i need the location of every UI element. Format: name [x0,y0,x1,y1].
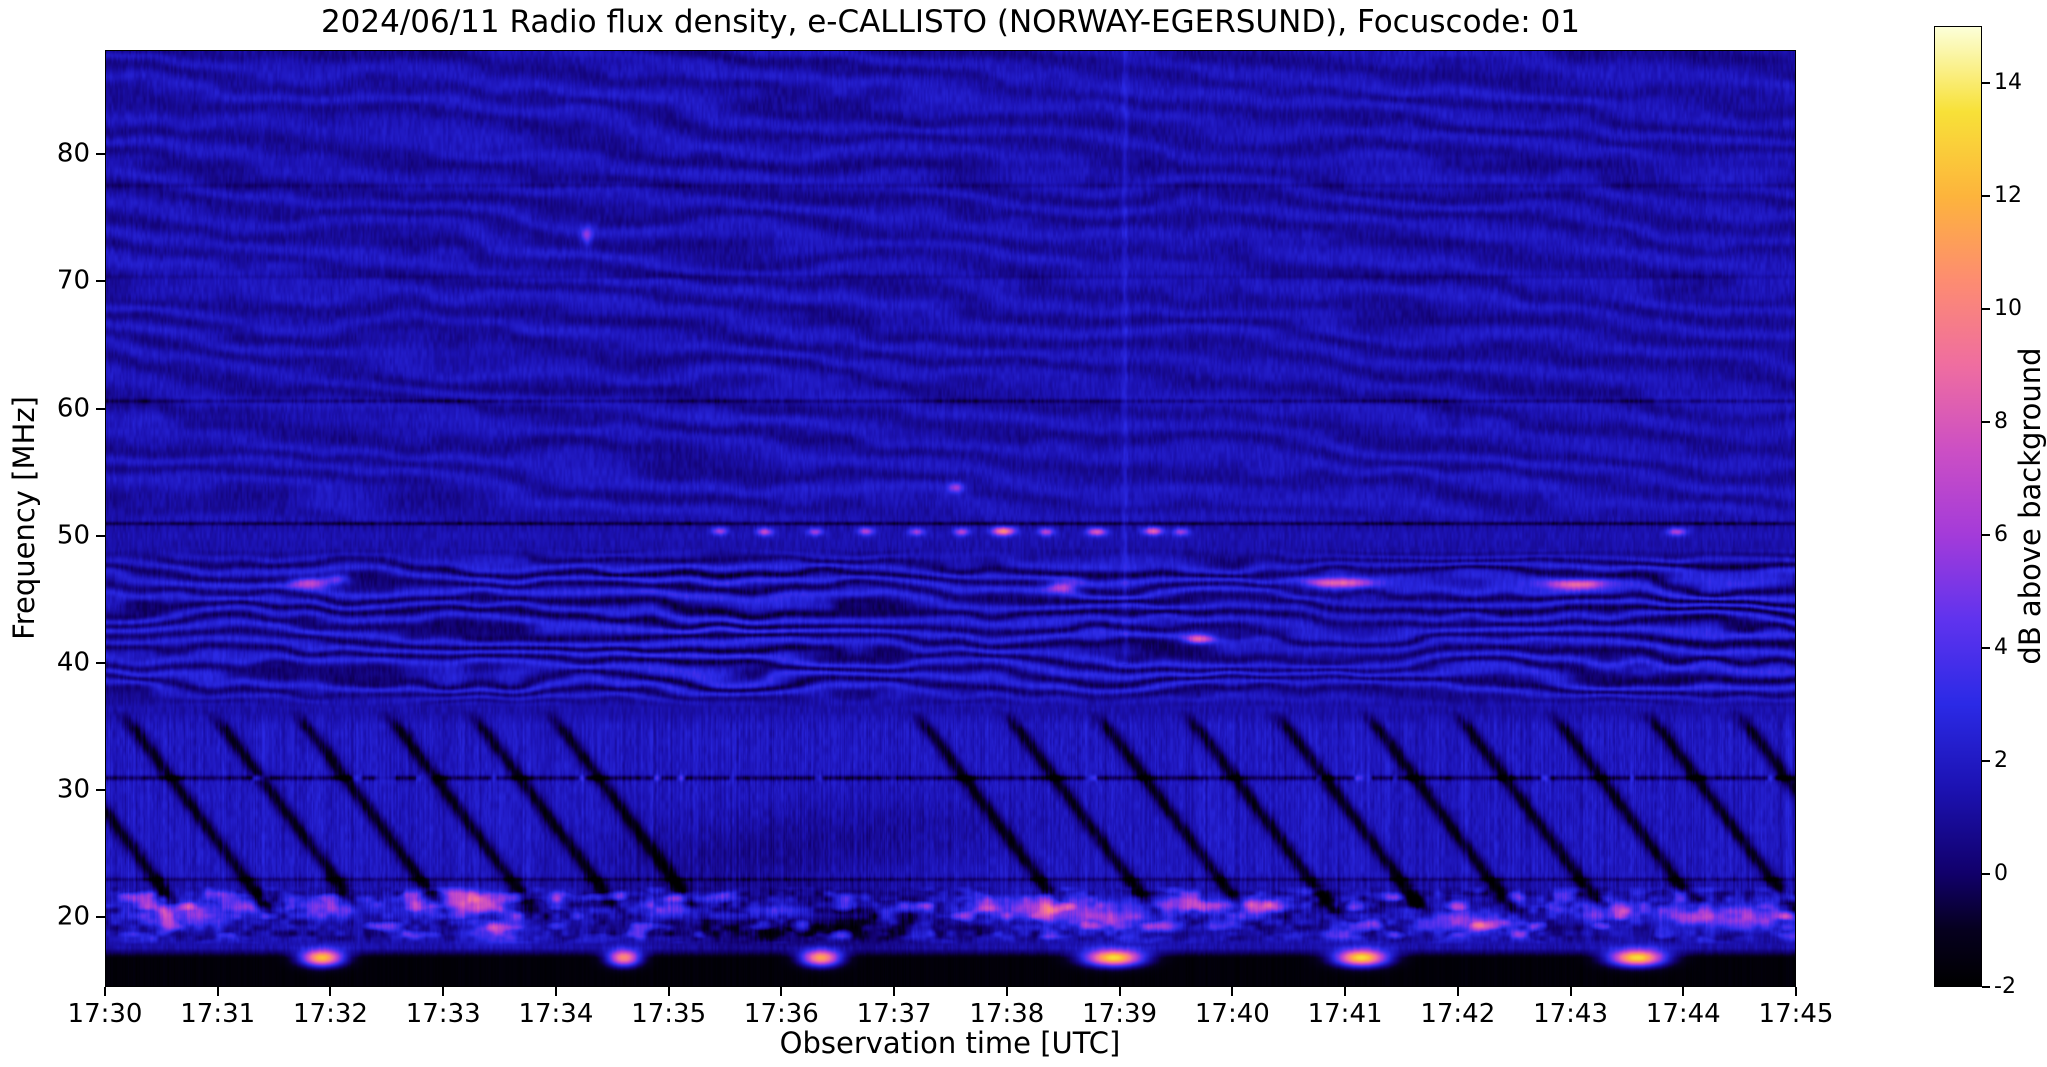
x-tick-label: 17:41 [1307,999,1383,1029]
y-tick-label: 30 [56,774,90,805]
y-tick-mark [96,153,105,156]
x-tick-label: 17:40 [1194,999,1270,1029]
chart-title: 2024/06/11 Radio flux density, e-CALLIST… [320,4,1581,40]
colorbar-tick-label: 0 [1994,860,2008,886]
x-tick-label: 17:35 [631,999,707,1029]
colorbar-label: dB above background [2013,347,2047,665]
x-axis-label: Observation time [UTC] [779,1026,1121,1060]
x-tick-label: 17:33 [405,999,481,1029]
x-tick-label: 17:38 [969,999,1045,1029]
y-tick-label: 80 [56,138,90,169]
y-tick-label: 60 [56,393,90,424]
y-tick-label: 50 [56,520,90,551]
y-tick-label: 20 [56,901,90,932]
colorbar-tick-label: 4 [1994,634,2008,660]
colorbar-tick-label: 2 [1994,747,2008,773]
y-tick-label: 40 [56,647,90,678]
y-tick-mark [96,661,105,664]
x-tick-mark [780,987,783,996]
x-tick-label: 17:45 [1758,999,1834,1029]
y-tick-mark [96,407,105,410]
x-tick-label: 17:44 [1645,999,1721,1029]
x-tick-mark [554,987,557,996]
y-tick-mark [96,534,105,537]
colorbar-tick-mark [1982,533,1990,536]
spectrogram-canvas [106,51,1795,986]
x-tick-mark [1682,987,1685,996]
x-tick-mark [667,987,670,996]
x-tick-mark [1344,987,1347,996]
x-tick-mark [1456,987,1459,996]
x-tick-label: 17:42 [1420,999,1496,1029]
x-tick-mark [1231,987,1234,996]
colorbar-tick-mark [1982,307,1990,310]
colorbar-tick-mark [1982,194,1990,197]
x-tick-label: 17:30 [67,999,143,1029]
colorbar-tick-label: 12 [1994,182,2022,208]
colorbar-tick-label: 10 [1994,295,2022,321]
x-tick-label: 17:43 [1533,999,1608,1029]
colorbar-tick-mark [1982,81,1990,84]
x-tick-label: 17:34 [518,999,594,1029]
y-tick-mark [96,280,105,283]
colorbar-tick-label: 8 [1994,408,2008,434]
x-tick-mark [104,987,106,996]
x-tick-label: 17:31 [180,999,256,1029]
colorbar-tick-mark [1982,646,1990,649]
x-tick-mark [893,987,896,996]
x-tick-label: 17:39 [1082,999,1158,1029]
x-tick-mark [1118,987,1121,996]
x-tick-mark [1569,987,1572,996]
colorbar-tick-mark [1982,986,1990,988]
x-tick-label: 17:36 [743,999,819,1029]
colorbar-tick-mark [1982,759,1990,762]
x-tick-mark [1795,987,1797,996]
x-tick-mark [216,987,219,996]
x-tick-mark [329,987,332,996]
colorbar-tick-mark [1982,872,1990,875]
colorbar-tick-label: 14 [1994,69,2022,95]
y-tick-label: 70 [56,266,90,297]
colorbar-tick-label: -2 [1994,973,2016,999]
x-tick-label: 17:37 [856,999,932,1029]
x-tick-mark [442,987,445,996]
y-axis-label: Frequency [MHz] [7,396,41,640]
colorbar-gradient [1934,26,1982,987]
colorbar-tick-label: 6 [1994,521,2008,547]
plot-area [105,50,1796,987]
y-tick-mark [96,916,105,919]
x-tick-mark [1005,987,1008,996]
x-tick-label: 17:32 [292,999,368,1029]
colorbar-tick-mark [1982,420,1990,423]
y-tick-mark [96,788,105,791]
